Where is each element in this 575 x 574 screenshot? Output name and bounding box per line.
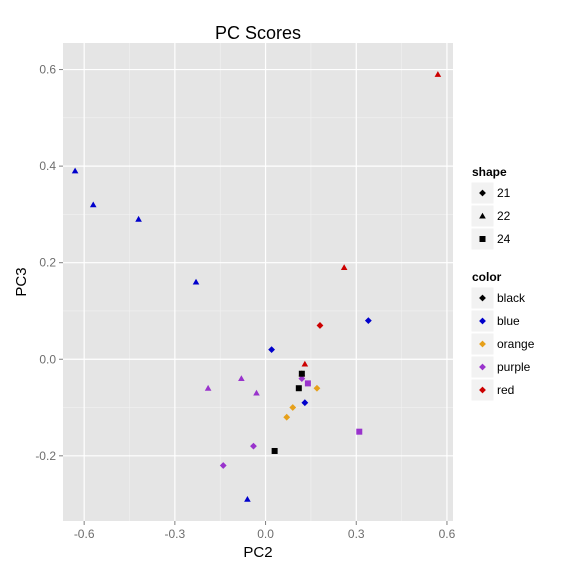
- legend-marker-color-red: [479, 386, 486, 394]
- data-point-purple-24: [356, 428, 363, 435]
- x-tick-label: -0.3: [165, 527, 186, 541]
- legend-label-22: 22: [497, 209, 511, 223]
- data-point-blue-22: [135, 215, 142, 222]
- data-point-blue-22: [192, 278, 200, 285]
- data-point-blue-21: [301, 399, 309, 407]
- legend-marker-color-blue: [479, 317, 486, 325]
- legend-label-purple: purple: [497, 360, 531, 374]
- x-tick-label: 0.3: [348, 527, 365, 541]
- y-axis-title: PC3: [13, 267, 30, 296]
- legend-label-orange: orange: [497, 337, 535, 351]
- data-point-orange-21: [289, 404, 297, 411]
- x-tick-label: 0.0: [257, 527, 274, 541]
- legend-marker-shape-21: [479, 189, 486, 197]
- data-point-purple-21: [298, 375, 306, 382]
- data-point-purple-22: [204, 384, 212, 391]
- y-tick-label: -0.2: [35, 449, 56, 463]
- data-point-black-24: [271, 447, 278, 454]
- legend-marker-color-black: [479, 294, 486, 302]
- plot-panel: [63, 43, 453, 521]
- data-point-blue-22: [89, 201, 97, 208]
- data-points: [71, 71, 442, 502]
- legend-title-color: color: [472, 270, 502, 284]
- data-point-red-22: [434, 71, 442, 77]
- axis-ticks: -0.6 -0.3 0.0 0.3 0.6 -0.2 0.0 0.2 0.4 0.6: [35, 63, 455, 541]
- legend-label-red: red: [497, 383, 514, 397]
- data-point-purple-21: [250, 442, 257, 450]
- data-point-purple-21: [219, 462, 227, 469]
- data-point-blue-21: [364, 317, 372, 325]
- chart-title: PC Scores: [215, 23, 301, 43]
- data-point-black-24: [295, 385, 302, 392]
- y-tick-label: 0.2: [39, 256, 56, 270]
- legend-marker-shape-22: [479, 212, 486, 219]
- data-point-purple-22: [238, 375, 245, 382]
- legend-marker-shape-24: [479, 236, 486, 242]
- data-point-black-24: [298, 370, 305, 377]
- legend-label-24: 24: [497, 232, 511, 246]
- data-point-red-22: [301, 360, 309, 367]
- data-point-blue-22: [244, 495, 251, 502]
- data-point-orange-21: [313, 384, 321, 392]
- data-point-purple-22: [253, 389, 260, 396]
- y-tick-label: 0.6: [39, 63, 56, 77]
- data-point-blue-21: [268, 346, 276, 353]
- legend-title-shape: shape: [472, 165, 507, 179]
- grid-lines: [63, 43, 453, 521]
- legend: shape 21 22 24 color black blue orange purple red: [470, 165, 535, 402]
- x-tick-label: 0.6: [439, 527, 456, 541]
- legend-label-black: black: [497, 291, 526, 305]
- x-tick-label: -0.6: [74, 527, 95, 541]
- data-point-red-22: [340, 264, 348, 270]
- data-point-orange-21: [283, 413, 291, 421]
- x-axis-title: PC2: [243, 544, 272, 561]
- y-tick-label: 0.0: [39, 352, 56, 366]
- legend-label-blue: blue: [497, 314, 520, 328]
- data-point-blue-22: [71, 167, 79, 174]
- legend-marker-color-purple: [479, 363, 486, 371]
- legend-marker-color-orange: [479, 340, 486, 348]
- y-tick-label: 0.4: [39, 159, 56, 173]
- data-point-red-21: [316, 322, 324, 329]
- legend-label-21: 21: [497, 186, 511, 200]
- data-point-purple-24: [304, 380, 311, 387]
